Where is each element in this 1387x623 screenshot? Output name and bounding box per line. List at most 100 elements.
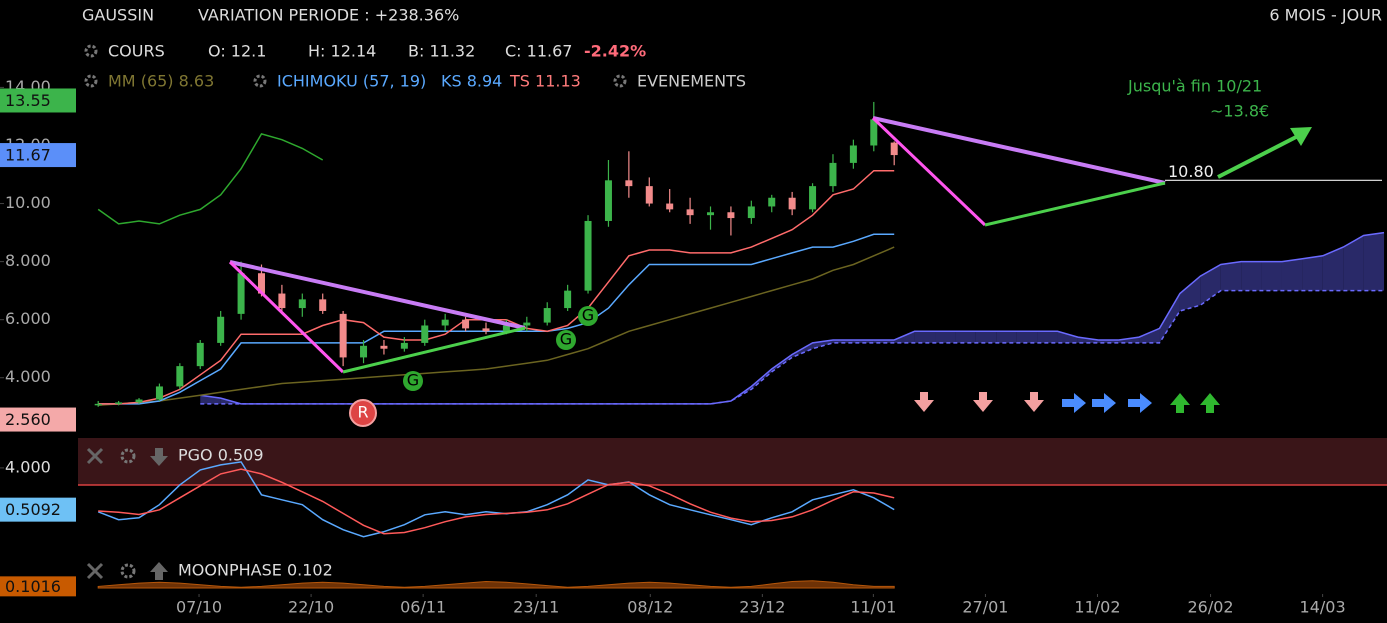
trendline: [342, 326, 526, 374]
event-right: [1092, 393, 1116, 413]
price-badge-label: 11.67: [5, 146, 51, 165]
candle-body: [604, 180, 612, 221]
legend-item: MM (65) 8.63: [108, 72, 214, 91]
candle-body: [645, 186, 653, 204]
signal-label: G: [560, 330, 572, 349]
price-badge: [0, 576, 76, 597]
candle-body: [707, 212, 715, 216]
x-tick-label: 11/02: [1074, 598, 1120, 617]
cloud-fill: [914, 331, 936, 343]
cloud-fill: [1159, 293, 1180, 343]
candle-body: [462, 319, 470, 329]
cloud-fill: [1322, 247, 1344, 291]
y-tick-label: 4.000: [5, 367, 51, 386]
forecast-arrowhead: [1290, 127, 1312, 146]
x-tick-label: 27/01: [962, 598, 1008, 617]
legend-item: KS 8.94: [441, 72, 502, 91]
cloud-fill: [1302, 255, 1323, 291]
candle-body: [176, 366, 184, 387]
trendline: [228, 260, 345, 374]
candle-body: [237, 273, 245, 314]
oscillator-line: [98, 468, 895, 535]
event-right: [1062, 393, 1086, 413]
cloud-fill: [996, 331, 1017, 343]
price-badge-label: 0.1016: [5, 577, 61, 596]
signal-label: G: [407, 371, 419, 390]
close[interactable]: [86, 562, 104, 580]
cloud-fill: [975, 331, 997, 343]
gear: [84, 74, 98, 88]
panel-title: MOONPHASE 0.102: [178, 561, 333, 580]
annotation: ~13.8€: [1210, 102, 1269, 121]
cloud-fill: [1343, 235, 1364, 291]
event-down: [914, 392, 934, 412]
event-down: [973, 392, 993, 412]
candle-body: [543, 308, 551, 323]
x-tick-label: 07/10: [176, 598, 222, 617]
legend-item: -2.42%: [584, 42, 646, 61]
candle-body: [278, 293, 286, 309]
price-badge: [0, 407, 76, 432]
candle-body: [502, 325, 510, 332]
legend-item: ICHIMOKU (57, 19): [277, 72, 426, 91]
event-up: [1200, 393, 1220, 413]
legend-item: H: 12.14: [308, 42, 376, 61]
candle-body: [788, 197, 796, 210]
gear-icons: [84, 44, 627, 579]
cloud-fill: [1057, 331, 1078, 343]
symbol: GAUSSIN: [82, 6, 154, 25]
y-tick-label: 6.000: [5, 309, 51, 328]
backdrop: [78, 438, 1387, 486]
legend-item: B: 11.32: [408, 42, 475, 61]
cloud-fill: [955, 331, 976, 343]
move-up[interactable]: [150, 562, 168, 580]
signal-label: G: [582, 306, 594, 325]
gear[interactable]: [613, 74, 627, 88]
signal-label: R: [357, 403, 368, 422]
candle-body: [747, 206, 755, 219]
legend-item: TS 11.13: [509, 72, 581, 91]
candle-body: [319, 299, 327, 311]
candle-body: [196, 342, 204, 367]
trendline: [872, 116, 1166, 185]
overlay: Jusqu'à fin 10/21 ~13.8€ R G G G GAUSSIN…: [82, 6, 1382, 580]
x-tick-label: 06/11: [400, 598, 446, 617]
trendline: [984, 181, 1166, 227]
cloud-fill: [1037, 331, 1058, 343]
indicator-line: [97, 133, 324, 225]
forecast-arrow: [1217, 134, 1299, 179]
x-tick-label: 23/11: [513, 598, 559, 617]
legend-item: O: 12.1: [208, 42, 266, 61]
event-right: [1128, 393, 1152, 413]
cloud-fill: [1220, 261, 1242, 291]
pgo-zone: [78, 438, 1387, 485]
candle-body: [625, 180, 633, 187]
gear[interactable]: [120, 563, 136, 579]
candle-body: [217, 316, 225, 343]
cloud-fill: [1179, 276, 1201, 311]
signal-badge: [578, 306, 598, 326]
move-down[interactable]: [150, 448, 168, 466]
plots: 14.0012.0010.008.0006.0004.00007/1022/10…: [0, 77, 1385, 617]
y-tick-label: 4.000: [5, 457, 51, 476]
candle-body: [94, 403, 102, 406]
gear[interactable]: [253, 74, 267, 88]
x-tick-label: 11/01: [850, 598, 896, 617]
candle-body: [666, 203, 674, 210]
candle-body: [298, 299, 306, 309]
gear[interactable]: [120, 448, 136, 464]
y-tick-label: 10.00: [5, 193, 51, 212]
candle-body: [380, 345, 388, 349]
event-icons: [1170, 393, 1220, 413]
candle-body: [523, 322, 531, 326]
cloud-fill: [1016, 331, 1038, 343]
legend-item: EVENEMENTS: [637, 72, 746, 91]
candle-body: [115, 402, 123, 404]
candle-body: [870, 119, 878, 146]
price-badge: [0, 143, 76, 168]
candle-body: [135, 399, 143, 403]
indicator-line: [98, 233, 895, 405]
close[interactable]: [86, 447, 104, 465]
trendline: [229, 260, 526, 330]
candle-body: [584, 220, 592, 291]
